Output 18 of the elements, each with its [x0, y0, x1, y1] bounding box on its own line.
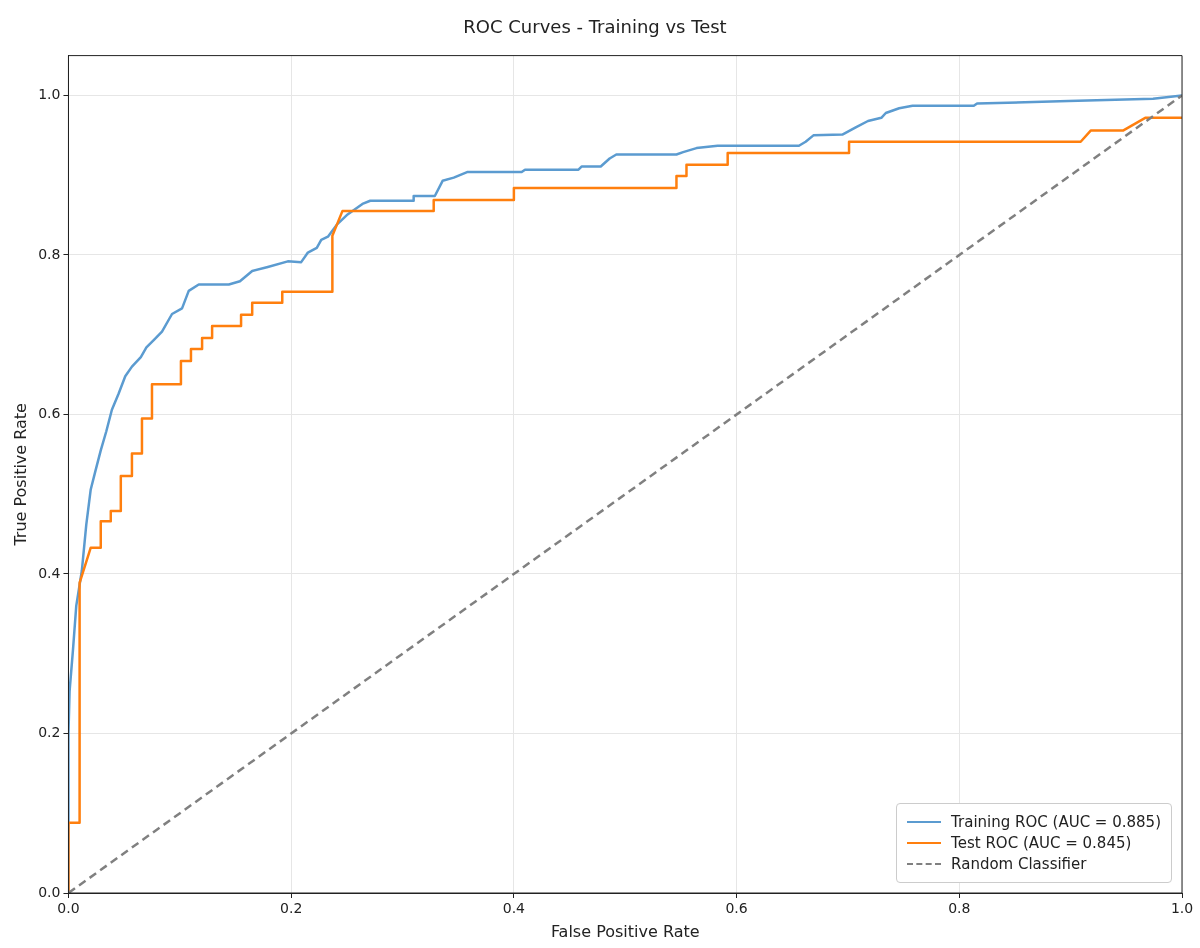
x-tick-label: 0.2 [280, 900, 303, 917]
y-tick-label: 0.4 [38, 564, 61, 581]
y-tick-label: 0.6 [38, 405, 61, 422]
legend-label: Random Classifier [951, 855, 1087, 873]
x-tick-label: 0.0 [57, 900, 80, 917]
x-axis-title: False Positive Rate [550, 921, 700, 941]
x-tick-label: 1.0 [1170, 900, 1194, 917]
y-axis-title: True Positive Rate [10, 403, 30, 547]
y-tick-label: 0.8 [38, 245, 61, 262]
y-tick-label: 1.0 [38, 86, 61, 103]
legend-label: Test ROC (AUC = 0.845) [951, 834, 1132, 852]
x-tick-label: 0.6 [725, 900, 748, 917]
chart-title: ROC Curves - Training vs Test [463, 16, 727, 38]
legend-label: Training ROC (AUC = 0.885) [951, 813, 1161, 831]
y-tick-label: 0.2 [38, 724, 61, 741]
x-tick-label: 0.8 [948, 900, 971, 917]
y-tick-label: 0.0 [38, 883, 61, 900]
x-tick-label: 0.4 [502, 900, 526, 917]
